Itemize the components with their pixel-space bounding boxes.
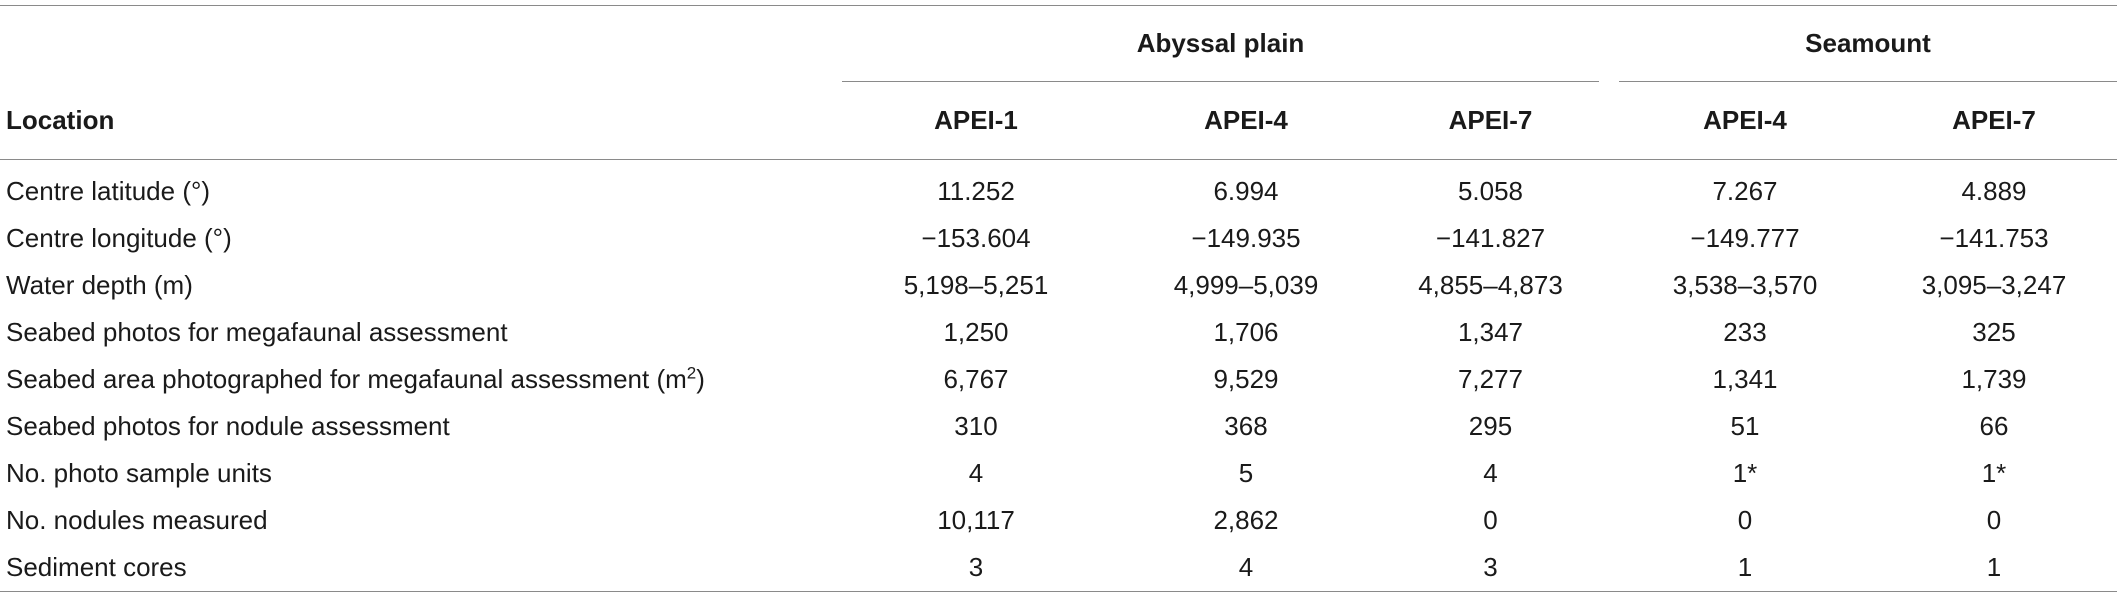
spacer-cell	[1599, 356, 1619, 403]
table-cell: 3	[1382, 544, 1599, 592]
table-cell: 4	[1110, 544, 1382, 592]
table-cell: 2,862	[1213, 505, 1279, 535]
table-cell: 1	[1871, 544, 2117, 592]
table-row: Water depth (m) 5,198–5,251 4,999–5,039 …	[0, 262, 2117, 309]
table-cell: 3,095–3,247	[1921, 270, 2067, 300]
table-cell: 3	[842, 544, 1110, 592]
table-cell: 5,198–5,251	[903, 270, 1049, 300]
table-cell: 66	[1979, 411, 2009, 441]
table-cell: 1,739	[1961, 364, 2027, 394]
row-label: No. photo sample units	[6, 458, 272, 488]
table-cell: 3,538–3,570	[1672, 270, 1818, 300]
table-cell: −141.827	[1435, 223, 1546, 253]
table-body: Centre latitude (°) 11.252 6.994 5.058 7…	[0, 160, 2117, 592]
table-cell: 1,250	[943, 317, 1009, 347]
spacer-cell	[1599, 160, 1619, 216]
row-label: Seabed photos for nodule assessment	[6, 411, 450, 441]
row-label-text: Seabed area photographed for megafaunal …	[6, 364, 687, 394]
table-row: Seabed area photographed for megafaunal …	[0, 356, 2117, 403]
spacer-cell	[1599, 262, 1619, 309]
table-cell: 233	[1723, 317, 1767, 347]
table-row: Centre longitude (°) −153.604 −149.935 −…	[0, 215, 2117, 262]
table-cell: 368	[1224, 411, 1268, 441]
table-cell: 5	[1238, 458, 1254, 488]
table-cell: 0	[1737, 505, 1753, 535]
table-cell: 4,855–4,873	[1418, 270, 1563, 300]
table-cell: −153.604	[921, 223, 1031, 253]
column-header-abyssal-apei-1: APEI-1	[842, 81, 1110, 160]
table-row: Centre latitude (°) 11.252 6.994 5.058 7…	[0, 160, 2117, 216]
column-header-abyssal-apei-4: APEI-4	[1110, 81, 1382, 160]
spacer-cell	[1599, 215, 1619, 262]
table-cell: 4	[968, 458, 984, 488]
table-cell: 1,341	[1712, 364, 1778, 394]
table-cell: 1	[1619, 544, 1871, 592]
table-cell: 1*	[1981, 458, 2007, 488]
spacer-cell	[1599, 309, 1619, 356]
row-label: Water depth (m)	[6, 270, 193, 300]
column-header-location: Location	[0, 81, 842, 160]
table-row: Sediment cores 3 4 3 1 1	[0, 544, 2117, 592]
table-cell: 0	[1483, 505, 1498, 535]
row-label-end: )	[696, 364, 705, 394]
column-header-abyssal-apei-7: APEI-7	[1382, 81, 1599, 160]
table-cell: 10,117	[937, 505, 1015, 535]
group-header-empty	[0, 6, 842, 82]
table-cell: −149.935	[1191, 223, 1301, 253]
spacer-cell	[1599, 497, 1619, 544]
table-cell: 9,529	[1213, 364, 1279, 394]
table-cell: 0	[1986, 505, 2002, 535]
spacer-cell	[1599, 544, 1619, 592]
group-header-spacer	[1599, 6, 1619, 82]
group-header-abyssal-plain: Abyssal plain	[842, 5, 1599, 82]
table-cell: 4,999–5,039	[1173, 270, 1319, 300]
table-cell: 11.252	[937, 176, 1015, 206]
row-label-with-superscript: Seabed area photographed for megafaunal …	[0, 356, 842, 403]
row-label: No. nodules measured	[6, 505, 268, 535]
column-header-seamount-apei-4: APEI-4	[1619, 81, 1871, 160]
table-cell: 1,706	[1213, 317, 1279, 347]
column-header-seamount-apei-7: APEI-7	[1871, 81, 2117, 160]
column-header-spacer	[1599, 81, 1619, 160]
spacer-cell	[1599, 403, 1619, 450]
table-cell: 6.994	[1213, 176, 1279, 206]
table-cell: 51	[1730, 411, 1760, 441]
table-row: No. nodules measured 10,117 2,862 0 0 0	[0, 497, 2117, 544]
table-row: Seabed photos for megafaunal assessment …	[0, 309, 2117, 356]
table-cell: 325	[1972, 317, 2016, 347]
row-label: Seabed photos for megafaunal assessment	[6, 317, 508, 347]
table-cell: 1,347	[1457, 317, 1524, 347]
table-row: No. photo sample units 4 5 4 1* 1*	[0, 450, 2117, 497]
table-cell: 310	[954, 411, 998, 441]
table-cell: −149.777	[1690, 223, 1800, 253]
superscript: 2	[686, 363, 697, 383]
table-cell: 6,767	[943, 364, 1009, 394]
table-cell: 295	[1468, 411, 1513, 441]
row-label: Centre longitude (°)	[6, 223, 232, 253]
table-cell: 4.889	[1961, 176, 2027, 206]
table-cell: 5.058	[1457, 176, 1524, 206]
table-cell: 7,277	[1457, 364, 1524, 394]
row-label: Centre latitude (°)	[6, 176, 211, 206]
data-table: Abyssal plain Seamount Location APEI-1 A…	[0, 5, 2117, 592]
row-label: Sediment cores	[0, 544, 842, 592]
table-row: Seabed photos for nodule assessment 310 …	[0, 403, 2117, 450]
table-cell: 7.267	[1712, 176, 1778, 206]
spacer-cell	[1599, 450, 1619, 497]
table-cell: −141.753	[1939, 223, 2049, 253]
group-header-seamount: Seamount	[1619, 5, 2117, 82]
table-cell: 1*	[1732, 458, 1758, 488]
table-cell: 4	[1483, 458, 1498, 488]
